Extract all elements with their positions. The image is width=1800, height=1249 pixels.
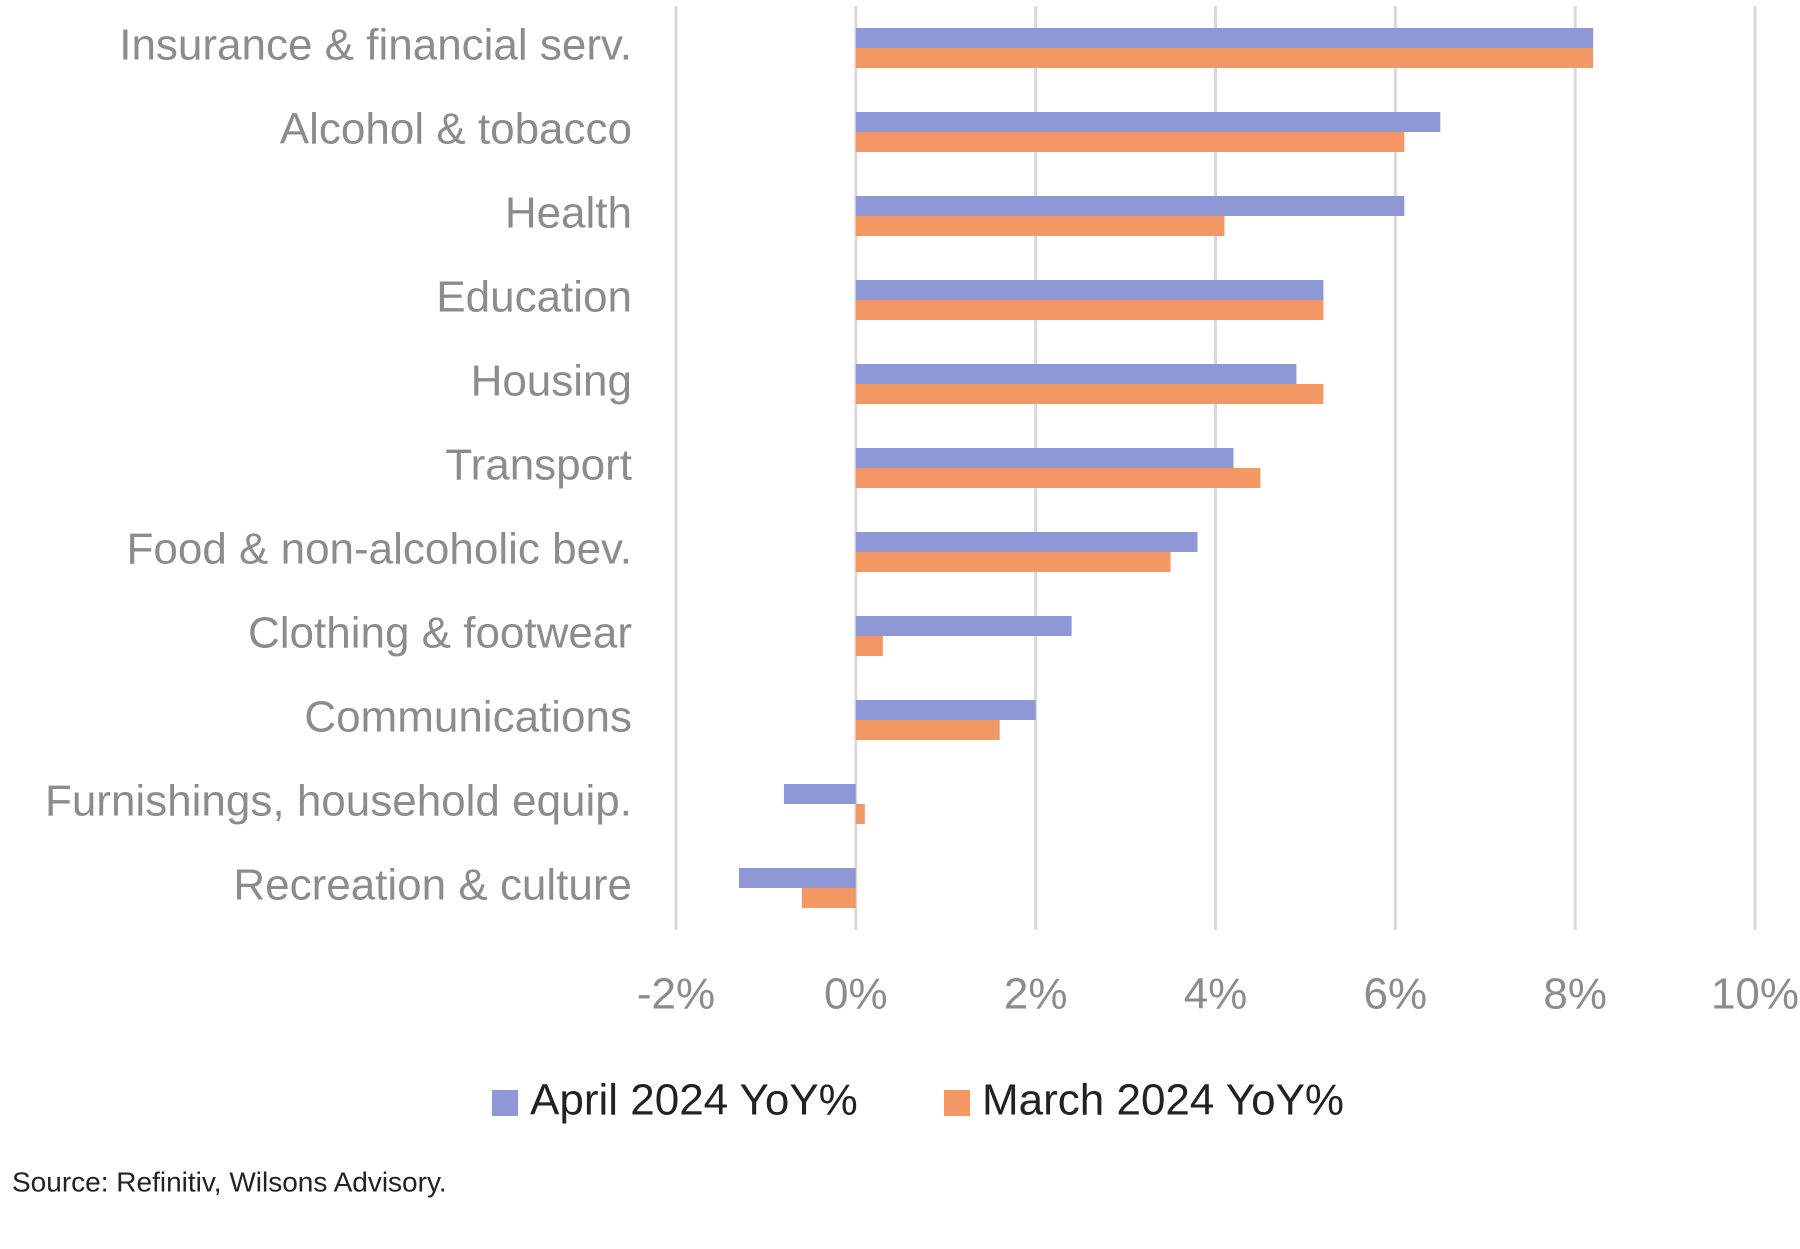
bar <box>855 804 865 824</box>
x-tick-label: 10% <box>1711 970 1799 1019</box>
bar <box>855 300 1324 320</box>
x-tick-label: 8% <box>1543 970 1607 1019</box>
x-tick-label: -2% <box>637 970 715 1019</box>
y-tick-label: Insurance & financial serv. <box>119 21 632 70</box>
y-tick-label: Clothing & footwear <box>248 609 632 658</box>
y-tick-label: Food & non-alcoholic bev. <box>127 525 632 574</box>
bar <box>855 636 883 656</box>
bar <box>855 552 1171 572</box>
legend-swatch <box>492 1090 518 1116</box>
y-tick-label: Housing <box>471 357 632 406</box>
bar <box>855 616 1072 636</box>
x-tick-label: 2% <box>1004 970 1068 1019</box>
bar <box>855 216 1225 236</box>
y-tick-label: Recreation & culture <box>233 861 632 910</box>
legend-swatch <box>944 1090 970 1116</box>
y-tick-label: Communications <box>304 693 632 742</box>
source-note: Source: Refinitiv, Wilsons Advisory. <box>12 1166 447 1197</box>
bar <box>855 448 1234 468</box>
y-tick-label: Education <box>436 273 632 322</box>
bar <box>855 48 1594 68</box>
bar <box>855 700 1036 720</box>
bar <box>783 784 856 804</box>
bar <box>855 132 1405 152</box>
y-tick-label: Transport <box>445 441 632 490</box>
bar <box>855 28 1594 48</box>
bar <box>855 280 1324 300</box>
y-tick-label: Furnishings, household equip. <box>45 777 632 826</box>
bar <box>855 384 1324 404</box>
bar <box>738 868 856 888</box>
x-tick-label: 6% <box>1364 970 1428 1019</box>
bar <box>855 364 1297 384</box>
y-tick-label: Health <box>505 189 632 238</box>
bar <box>801 888 856 908</box>
y-tick-label: Alcohol & tobacco <box>280 105 632 154</box>
bar <box>855 720 1000 740</box>
bar <box>855 196 1405 216</box>
bar <box>855 532 1198 552</box>
legend-label: March 2024 YoY% <box>982 1076 1344 1125</box>
legend-label: April 2024 YoY% <box>530 1076 858 1125</box>
bar <box>855 112 1441 132</box>
x-tick-label: 0% <box>824 970 888 1019</box>
x-tick-label: 4% <box>1184 970 1248 1019</box>
bar <box>855 468 1261 488</box>
